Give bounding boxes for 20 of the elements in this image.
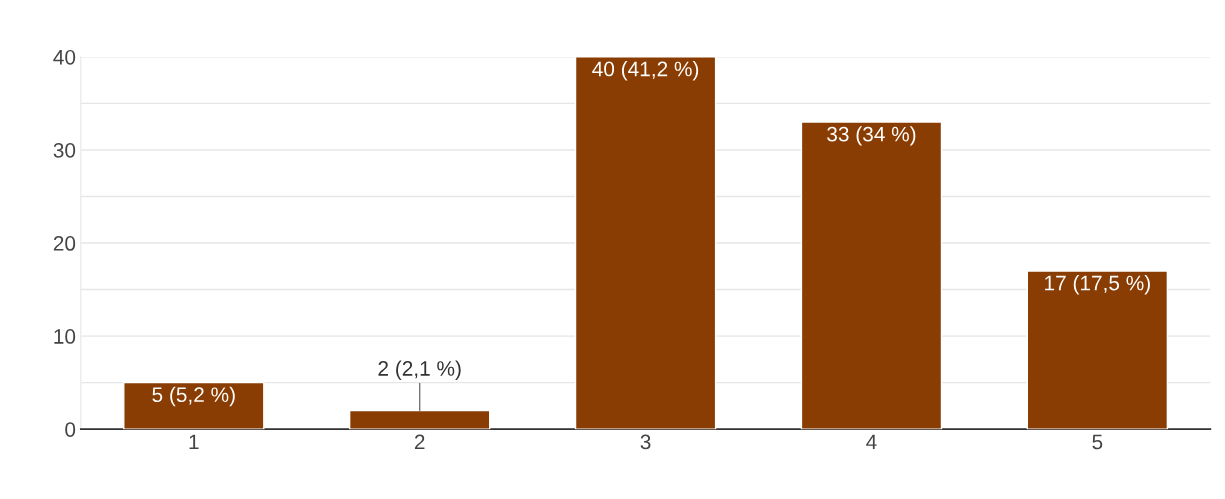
- x-tick-label: 3: [640, 434, 651, 450]
- x-tick-label: 1: [189, 434, 199, 450]
- y-tick-label: 10: [54, 329, 76, 344]
- data-label: 40 (41,2 %): [592, 61, 699, 81]
- bar: [1026, 270, 1169, 430]
- data-label: 17 (17,5 %): [1045, 275, 1150, 295]
- bar: [348, 409, 491, 430]
- y-tick-label: 0: [65, 422, 76, 437]
- x-tick-label: 4: [866, 434, 877, 450]
- bar: [800, 121, 943, 430]
- y-tick-label: 20: [53, 236, 76, 251]
- x-tick-label: 5: [1092, 434, 1103, 450]
- y-tick-label: 40: [53, 49, 76, 65]
- data-label: 33 (34 %): [827, 126, 916, 146]
- y-tick-label: 30: [53, 142, 76, 158]
- bar: [123, 381, 265, 430]
- x-tick-label: 2: [414, 434, 425, 450]
- data-label: 2 (2,1 %): [378, 360, 461, 380]
- bar: [574, 56, 717, 430]
- data-label: 5 (5,2 %): [152, 386, 235, 407]
